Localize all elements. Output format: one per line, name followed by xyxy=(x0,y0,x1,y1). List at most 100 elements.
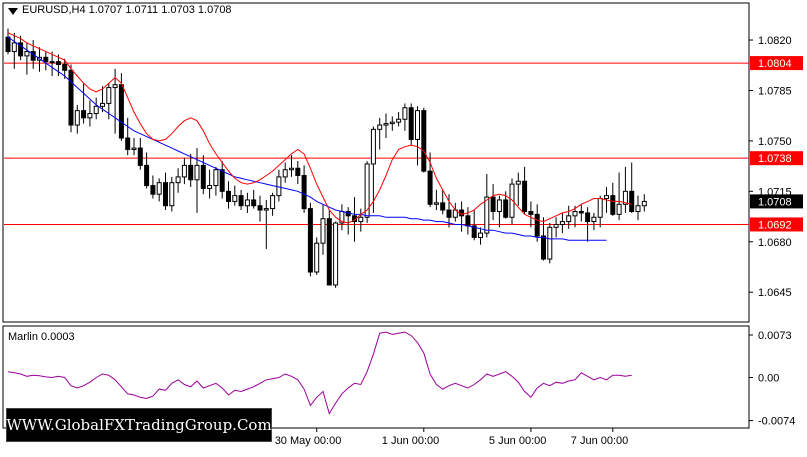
candle-body xyxy=(156,182,162,195)
level-label-bg xyxy=(750,56,803,71)
candle-body xyxy=(591,216,597,223)
candle-body xyxy=(118,84,124,139)
candle-body xyxy=(5,36,11,53)
candle-body xyxy=(578,210,584,214)
marlin-line xyxy=(7,331,632,415)
candle-body xyxy=(251,199,257,207)
blue-moving-average xyxy=(7,36,607,241)
candle-body xyxy=(547,226,553,260)
candle xyxy=(131,138,137,156)
candle xyxy=(591,212,597,231)
candle-body xyxy=(244,199,250,207)
candle xyxy=(43,51,49,71)
candle-body xyxy=(49,61,55,64)
candle-body xyxy=(270,195,276,210)
candle xyxy=(478,227,483,245)
candle-body xyxy=(163,182,168,207)
candle xyxy=(55,54,61,77)
candle xyxy=(49,51,55,77)
candle xyxy=(528,201,534,228)
candle-body xyxy=(433,202,439,205)
candle xyxy=(559,212,565,234)
candle-body xyxy=(559,221,565,225)
candle xyxy=(572,205,578,228)
candle xyxy=(496,195,502,228)
candle-body xyxy=(169,182,175,207)
candle xyxy=(534,204,540,242)
level-label-bg xyxy=(750,151,803,166)
candle xyxy=(144,152,150,189)
level-label: 1.0804 xyxy=(758,58,792,70)
candle xyxy=(137,138,143,170)
candle-body xyxy=(597,198,603,218)
candle-body xyxy=(471,225,477,238)
candle xyxy=(490,184,496,221)
candle xyxy=(377,117,383,150)
candle-body xyxy=(370,128,376,165)
candle xyxy=(364,161,370,224)
candle-body xyxy=(137,147,143,166)
level-label-bg xyxy=(750,217,803,232)
candle-body xyxy=(263,208,269,211)
candle-body xyxy=(389,121,395,125)
candle xyxy=(471,210,477,241)
candle-body xyxy=(81,110,87,119)
candle-body xyxy=(408,107,414,140)
candle xyxy=(622,166,628,213)
candle xyxy=(515,172,521,206)
candle-body xyxy=(295,167,301,176)
current-price-bg xyxy=(750,194,803,209)
candle xyxy=(433,189,439,211)
candle-body xyxy=(93,105,99,115)
chart-menu-triangle-icon[interactable] xyxy=(8,8,18,16)
candle xyxy=(257,195,263,222)
candle-body xyxy=(226,190,231,202)
candle xyxy=(566,205,572,229)
candle-body xyxy=(415,110,420,140)
level-label: 1.0692 xyxy=(758,219,792,231)
candle xyxy=(11,32,17,69)
candle xyxy=(408,103,414,146)
candle xyxy=(150,175,156,199)
candle-body xyxy=(635,205,641,212)
indicator-tick-label: 0.00 xyxy=(758,373,779,385)
candle-body xyxy=(87,113,93,119)
candle-body xyxy=(604,195,609,200)
candle-body xyxy=(11,42,17,53)
candle-body xyxy=(585,212,591,223)
candle xyxy=(301,165,307,213)
candle xyxy=(200,155,206,195)
candle-body xyxy=(213,169,219,187)
candle xyxy=(18,35,24,61)
indicator-tick-label: -0.0074 xyxy=(758,416,795,428)
candle-body xyxy=(106,87,112,104)
candle xyxy=(81,83,87,124)
candle-body xyxy=(333,222,339,286)
candle xyxy=(251,189,257,209)
candle xyxy=(100,86,105,113)
candle xyxy=(578,204,584,222)
candle xyxy=(125,117,131,156)
candle xyxy=(163,172,168,211)
candle xyxy=(547,223,553,264)
candle xyxy=(320,204,326,255)
price-tick-label: 1.0750 xyxy=(758,136,792,148)
candle-body xyxy=(440,202,446,211)
candle xyxy=(389,116,395,131)
candle xyxy=(629,162,635,213)
candle-body xyxy=(131,147,137,151)
candle xyxy=(402,103,408,131)
candle xyxy=(370,126,376,213)
candle-body xyxy=(465,215,471,227)
candle xyxy=(238,189,244,211)
candle-body xyxy=(55,61,61,66)
candle xyxy=(219,161,225,199)
candle xyxy=(446,194,452,228)
candle-body xyxy=(257,205,263,211)
candle-body xyxy=(62,64,68,71)
time-axis: 30 May 00:00 1 Jun 00:00 5 Jun 00:00 7 Jun … xyxy=(275,428,628,447)
candles xyxy=(5,28,647,288)
candle xyxy=(616,172,622,221)
